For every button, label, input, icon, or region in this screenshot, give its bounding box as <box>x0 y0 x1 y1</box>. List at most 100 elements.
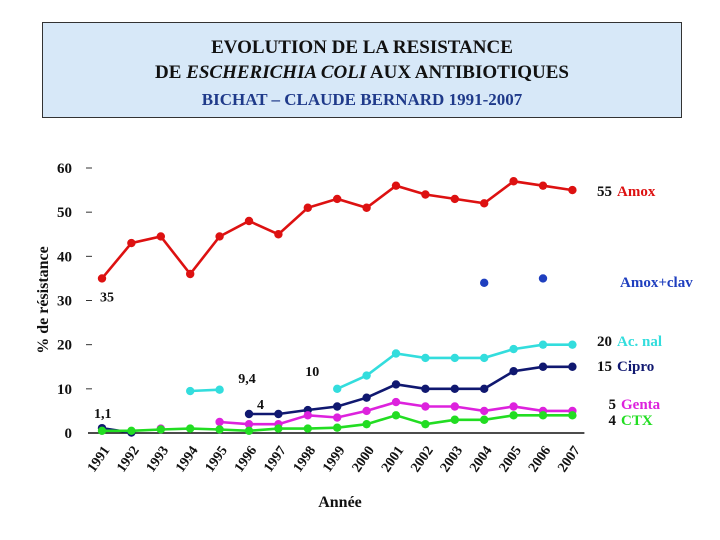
point-ctx <box>156 425 165 434</box>
title-species: ESCHERICHIA COLI <box>186 62 367 83</box>
x-tick-label: 2004 <box>467 444 495 476</box>
point-amox <box>362 203 371 212</box>
x-axis-title: Année <box>318 494 362 511</box>
point-ctx <box>215 425 224 434</box>
point-amox <box>303 203 312 212</box>
x-tick-label: 1992 <box>114 444 142 476</box>
point-amox <box>450 194 459 204</box>
chart-title-line1: EVOLUTION DE LA RESISTANCE <box>211 37 513 58</box>
point-genta <box>509 402 518 411</box>
point-cipro <box>274 409 283 419</box>
point-ac-nal <box>450 353 459 363</box>
end-value-ac-nal: 20 <box>597 334 612 350</box>
y-axis-title: % de résistance <box>35 246 52 354</box>
x-tick-label: 1997 <box>261 444 289 476</box>
title-box: EVOLUTION DE LA RESISTANCE DE ESCHERICHI… <box>42 22 682 118</box>
x-tick-label: 2001 <box>379 444 407 476</box>
point-ctx <box>274 424 283 433</box>
y-tick-label: 60 <box>57 161 72 177</box>
point-ctx <box>421 419 430 429</box>
point-ac-nal <box>421 353 430 363</box>
point-genta <box>421 402 430 411</box>
point-ctx <box>97 426 107 435</box>
point-genta <box>450 402 459 411</box>
point-amox <box>391 181 401 190</box>
y-tick-label: 20 <box>57 338 72 354</box>
point-ctx <box>450 415 459 424</box>
point-amox <box>244 216 254 226</box>
x-tick-label: 1999 <box>320 444 348 476</box>
point-cipro <box>480 384 489 394</box>
x-tick-label: 1995 <box>203 444 231 476</box>
x-tick-label: 2006 <box>526 444 554 476</box>
point-ctx <box>509 411 518 420</box>
point-amox <box>156 232 165 241</box>
point-ctx <box>303 424 312 433</box>
point-ac-nal <box>391 349 401 358</box>
point-cipro <box>244 409 254 419</box>
point-amox <box>509 177 518 186</box>
point-amox <box>568 185 577 195</box>
point-ctx <box>244 426 254 435</box>
chart-title-line2: DE ESCHERICHIA COLI AUX ANTIBIOTIQUES <box>43 62 681 84</box>
y-tick-label: 30 <box>57 294 72 310</box>
y-tick-label: 50 <box>57 205 72 221</box>
point-genta <box>244 419 254 429</box>
chart-subtitle: BICHAT – CLAUDE BERNARD 1991-2007 <box>201 90 523 109</box>
point-ac-nal <box>480 353 489 363</box>
point-cipro <box>362 393 371 402</box>
point-amox <box>127 238 136 248</box>
x-tick-label: 2002 <box>408 444 436 476</box>
annotation-label: 1,1 <box>94 407 112 422</box>
point-ctx <box>127 426 136 435</box>
point-amox <box>215 232 224 241</box>
point-ac-nal <box>538 340 548 349</box>
x-tick-label: 1996 <box>232 444 260 476</box>
point-cipro <box>333 402 342 411</box>
end-value-amox: 55 <box>597 184 612 200</box>
point-ac-nal <box>186 386 195 396</box>
x-tick-label: 1991 <box>85 444 113 476</box>
point-ctx <box>186 424 195 433</box>
point-ctx <box>538 411 548 420</box>
point-amox <box>480 199 489 208</box>
y-tick-label: 40 <box>57 249 72 265</box>
x-tick-label: 2005 <box>497 444 525 476</box>
series-group <box>97 177 577 437</box>
x-tick-label: 1998 <box>291 444 319 476</box>
title-prefix: DE <box>155 62 187 83</box>
point-cipro <box>391 380 401 389</box>
point-ac-nal <box>333 384 342 394</box>
point-amox <box>186 269 195 279</box>
point-amox <box>97 274 107 283</box>
point-amox-clav <box>538 274 548 283</box>
point-cipro <box>421 384 430 394</box>
point-genta <box>362 406 371 416</box>
point-genta <box>333 413 342 422</box>
point-ctx <box>568 411 577 420</box>
legend-ac-nal: Ac. nal <box>617 334 662 350</box>
point-cipro <box>568 362 577 371</box>
legend-ctx: CTX <box>621 413 653 429</box>
title-suffix: AUX ANTIBIOTIQUES <box>366 62 569 83</box>
annotation-label: 4 <box>257 398 264 413</box>
point-amox <box>421 190 430 199</box>
x-tick-label: 1993 <box>144 444 172 476</box>
x-tick-label: 2007 <box>555 444 583 476</box>
point-amox <box>333 194 342 204</box>
annotation-label: 35 <box>100 290 114 305</box>
series-line-ac-nal <box>190 388 220 393</box>
end-value-ctx: 4 <box>609 413 617 429</box>
y-tick-label: 0 <box>65 426 73 442</box>
end-value-cipro: 15 <box>597 359 612 375</box>
x-tick-label: 2000 <box>350 444 378 476</box>
y-ticks: 0 10 20 30 40 50 60 <box>57 161 92 442</box>
point-ac-nal <box>362 371 371 380</box>
point-amox <box>274 230 283 239</box>
point-cipro <box>450 384 459 394</box>
point-ctx <box>362 419 371 429</box>
point-cipro <box>538 362 548 371</box>
point-ac-nal <box>568 340 577 349</box>
point-genta <box>215 417 224 427</box>
point-genta <box>303 411 312 420</box>
